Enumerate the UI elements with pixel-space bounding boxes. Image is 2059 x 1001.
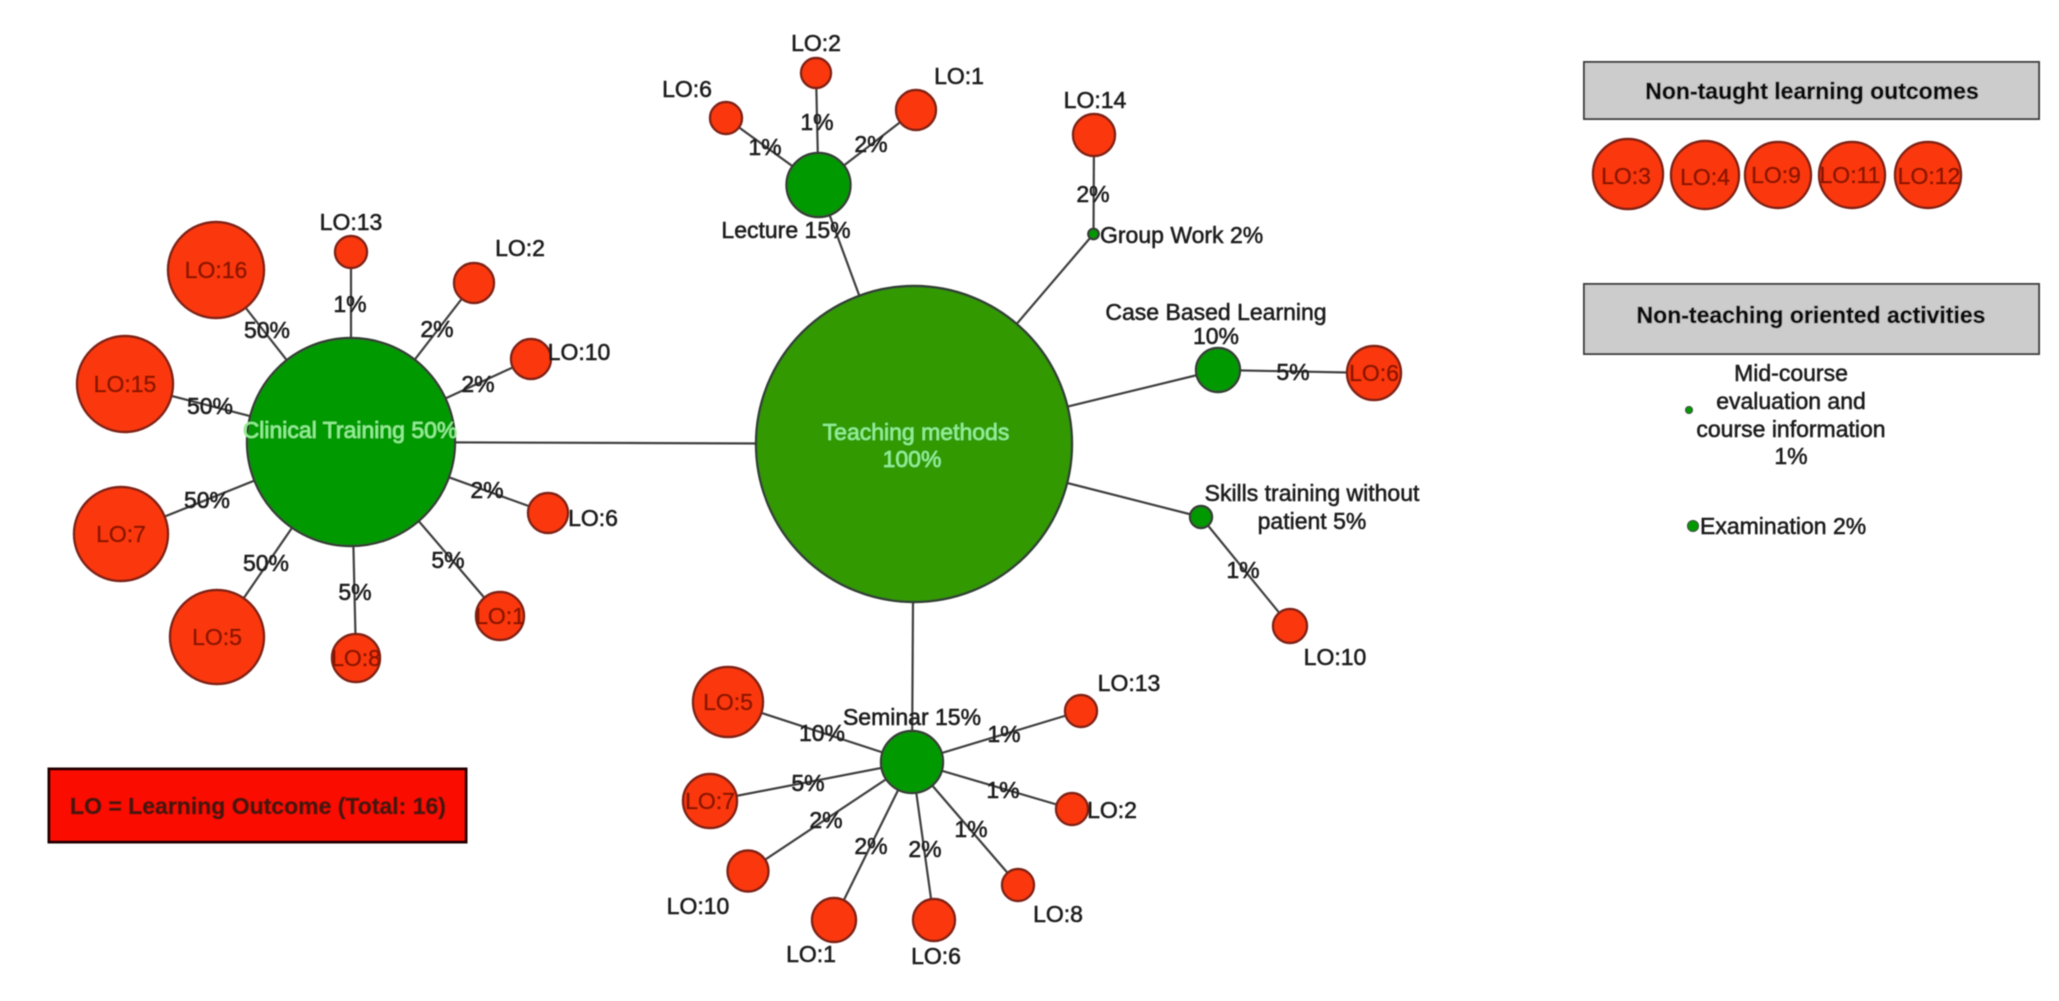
svg-text:LO:5: LO:5 [703, 689, 753, 715]
svg-text:2%: 2% [1076, 181, 1109, 207]
svg-text:LO:12: LO:12 [1898, 163, 1961, 189]
svg-text:LO:1: LO:1 [475, 603, 525, 629]
svg-text:Non-taught learning outcomes: Non-taught learning outcomes [1645, 78, 1979, 104]
svg-text:2%: 2% [809, 807, 842, 833]
svg-text:10%: 10% [1193, 323, 1239, 349]
svg-text:LO:2: LO:2 [495, 235, 545, 261]
svg-text:50%: 50% [243, 550, 289, 576]
svg-text:1%: 1% [987, 721, 1020, 747]
svg-text:1%: 1% [1774, 443, 1807, 469]
svg-text:5%: 5% [791, 770, 824, 796]
svg-text:100%: 100% [883, 446, 942, 472]
svg-text:5%: 5% [1276, 359, 1309, 385]
svg-text:LO:15: LO:15 [94, 371, 157, 397]
svg-text:LO:2: LO:2 [1087, 797, 1137, 823]
svg-text:LO:2: LO:2 [791, 30, 841, 56]
svg-text:10%: 10% [799, 720, 845, 746]
svg-text:50%: 50% [184, 487, 230, 513]
svg-text:Teaching methods: Teaching methods [823, 419, 1010, 445]
svg-text:LO:16: LO:16 [185, 257, 248, 283]
svg-text:Non-teaching oriented activiti: Non-teaching oriented activities [1637, 302, 1986, 328]
svg-text:LO:9: LO:9 [1751, 162, 1801, 188]
svg-text:2%: 2% [470, 477, 503, 503]
svg-text:1%: 1% [986, 777, 1019, 803]
svg-text:LO:4: LO:4 [1680, 164, 1730, 190]
svg-text:LO:10: LO:10 [667, 893, 730, 919]
svg-text:evaluation and: evaluation and [1716, 388, 1866, 414]
svg-text:LO:7: LO:7 [685, 788, 735, 814]
svg-text:LO:10: LO:10 [1304, 644, 1367, 670]
svg-text:patient 5%: patient 5% [1258, 508, 1367, 534]
svg-text:2%: 2% [854, 833, 887, 859]
svg-text:2%: 2% [420, 316, 453, 342]
svg-text:LO:6: LO:6 [911, 943, 961, 969]
svg-text:5%: 5% [338, 579, 371, 605]
svg-text:1%: 1% [800, 109, 833, 135]
svg-text:LO:11: LO:11 [1820, 162, 1881, 188]
svg-text:5%: 5% [431, 547, 464, 573]
svg-text:LO:13: LO:13 [320, 209, 383, 235]
svg-text:LO = Learning Outcome (Total:: LO = Learning Outcome (Total: 16) [70, 793, 446, 819]
svg-text:LO:14: LO:14 [1064, 87, 1127, 113]
svg-text:Lecture 15%: Lecture 15% [721, 217, 850, 243]
svg-text:Group Work 2%: Group Work 2% [1100, 222, 1263, 248]
svg-text:Clinical Training 50%: Clinical Training 50% [243, 417, 458, 443]
svg-text:LO:3: LO:3 [1601, 163, 1651, 189]
svg-text:LO:8: LO:8 [1033, 901, 1083, 927]
svg-text:50%: 50% [244, 317, 290, 343]
svg-text:LO:8: LO:8 [331, 645, 381, 671]
svg-text:Examination 2%: Examination 2% [1700, 513, 1866, 539]
svg-text:Case Based Learning: Case Based Learning [1105, 299, 1326, 325]
svg-text:2%: 2% [854, 131, 887, 157]
svg-text:LO:7: LO:7 [96, 521, 146, 547]
svg-text:LO:1: LO:1 [934, 63, 984, 89]
svg-text:LO:13: LO:13 [1098, 670, 1161, 696]
svg-text:2%: 2% [461, 371, 494, 397]
svg-text:50%: 50% [187, 393, 233, 419]
svg-text:1%: 1% [333, 291, 366, 317]
svg-text:LO:6: LO:6 [662, 76, 712, 102]
svg-text:Mid-course: Mid-course [1734, 360, 1848, 386]
svg-text:course information: course information [1696, 416, 1885, 442]
svg-text:LO:5: LO:5 [192, 624, 242, 650]
svg-text:LO:6: LO:6 [568, 505, 618, 531]
svg-text:LO:6: LO:6 [1349, 360, 1399, 386]
svg-text:LO:1: LO:1 [786, 941, 836, 967]
svg-text:1%: 1% [954, 816, 987, 842]
svg-text:1%: 1% [1226, 557, 1259, 583]
svg-text:2%: 2% [908, 836, 941, 862]
svg-text:Skills training without: Skills training without [1205, 480, 1420, 506]
svg-text:Seminar 15%: Seminar 15% [843, 704, 981, 730]
svg-text:1%: 1% [748, 134, 781, 160]
svg-text:LO:10: LO:10 [548, 339, 611, 365]
